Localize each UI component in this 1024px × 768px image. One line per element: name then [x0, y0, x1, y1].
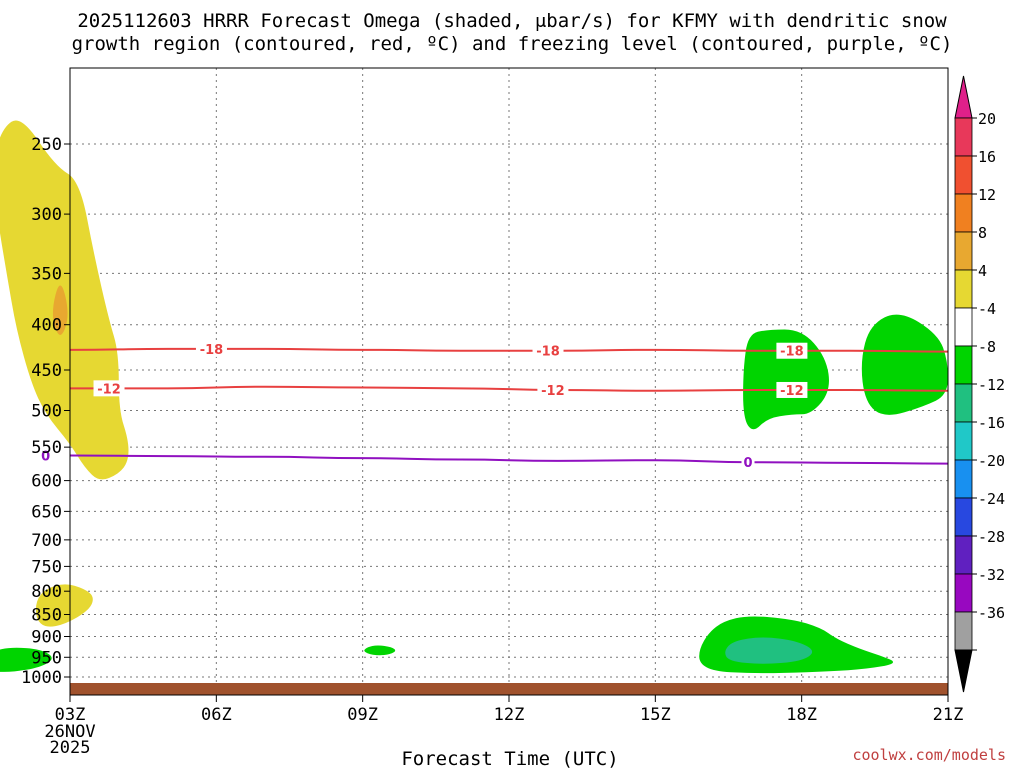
freezing-level-label: 0 [743, 456, 752, 471]
freezing-level-line [69, 454, 949, 465]
colorbar-segment [954, 497, 973, 537]
colorbar-segment [954, 269, 973, 309]
y-tick-label: 250 [31, 135, 62, 155]
x-tick-label: 03Z [55, 705, 86, 725]
colorbar-label: -28 [978, 528, 1005, 546]
colorbar-segment [954, 307, 973, 347]
x-tick-label: 18Z [786, 705, 817, 725]
y-tick-label: 750 [31, 557, 62, 577]
y-tick-label: 950 [31, 648, 62, 668]
freezing-level-label-bg [39, 447, 53, 464]
x-axis-label: Forecast Time (UTC) [401, 748, 618, 768]
grid [70, 68, 948, 695]
y-tick-label: 350 [31, 264, 62, 284]
dgz-minus18-label-bg [195, 340, 227, 357]
colorbar-segment [954, 421, 973, 461]
x-tick-label: 09Z [347, 705, 378, 725]
freezing-level-label-bg [741, 454, 755, 471]
colorbar-label: 16 [978, 148, 996, 166]
colorbar-label: 4 [978, 262, 987, 280]
colorbar-segment [954, 459, 973, 499]
colorbar: 20 16 12 8 4 -4 -8 -12 -16 -20 -24 -28 -32 -36 [954, 75, 1005, 693]
axes: 2503003504004505005506006507007508008509… [21, 135, 963, 758]
y-tick-label: 450 [31, 361, 62, 381]
colorbar-label: 12 [978, 186, 996, 204]
dgz-minus18-label-bg [532, 342, 564, 359]
y-tick-label: 400 [31, 316, 62, 336]
y-tick-label: 850 [31, 606, 62, 626]
chart-title-line1: 2025112603 HRRR Forecast Omega (shaded, … [77, 10, 947, 32]
colorbar-bottom-arrow [954, 649, 973, 693]
omega-positive-lower [35, 584, 93, 627]
dgz-minus18-label: -18 [536, 345, 560, 360]
chart-title-line2: growth region (contoured, red, ºC) and f… [71, 33, 953, 55]
colorbar-label: -8 [978, 338, 996, 356]
colorbar-label: -12 [978, 376, 1005, 394]
x-tick-label: 06Z [201, 705, 232, 725]
watermark: coolwx.com/models [852, 746, 1006, 764]
colorbar-segment [954, 573, 973, 613]
colorbar-label: 20 [978, 110, 996, 128]
dgz-minus12-label: -12 [541, 384, 565, 399]
y-tick-label: 550 [31, 438, 62, 458]
contours: -18 -18 -18 -12 -12 -12 0 0 [39, 340, 949, 471]
y-tick-label: 900 [31, 627, 62, 647]
y-tick-label: 600 [31, 472, 62, 492]
omega-negative-f [725, 637, 813, 664]
x-tick-label: 15Z [640, 705, 671, 725]
y-tick-label: 300 [31, 205, 62, 225]
colorbar-segment [954, 611, 973, 651]
x-tick-label: 21Z [933, 705, 964, 725]
y-tick-label: 500 [31, 402, 62, 422]
colorbar-segment [954, 231, 973, 271]
y-tick-label: 650 [31, 502, 62, 522]
colorbar-top-arrow [954, 75, 973, 119]
dgz-minus18-label-bg [776, 342, 808, 359]
dgz-minus18-label: -18 [780, 345, 804, 360]
start-date-label: 2025 [50, 738, 91, 758]
colorbar-label: -4 [978, 300, 996, 318]
omega-positive-core [52, 285, 68, 335]
x-tick-label: 12Z [494, 705, 525, 725]
colorbar-segment [954, 345, 973, 385]
colorbar-segment [954, 383, 973, 423]
omega-negative-c [743, 329, 829, 430]
y-tick-label: 700 [31, 531, 62, 551]
colorbar-label: -16 [978, 414, 1005, 432]
omega-negative-d [861, 314, 948, 415]
dgz-minus12-label: -12 [780, 384, 804, 399]
colorbar-label: 8 [978, 224, 987, 242]
colorbar-segment [954, 155, 973, 195]
dgz-minus12-label: -12 [97, 382, 121, 397]
ground-bar [70, 683, 948, 695]
dgz-minus12-label-bg [537, 381, 569, 398]
y-tick-label: 1000 [21, 668, 62, 688]
freezing-level-label: 0 [41, 449, 50, 464]
y-tick-label: 800 [31, 582, 62, 602]
colorbar-label: -20 [978, 452, 1005, 470]
start-date-label: 26NOV [44, 722, 95, 742]
omega-negative-a [0, 647, 52, 672]
colorbar-segment [954, 193, 973, 233]
colorbar-segment [954, 117, 973, 157]
dgz-minus12-label-bg [776, 381, 808, 398]
colorbar-label: -32 [978, 566, 1005, 584]
colorbar-label: -24 [978, 490, 1005, 508]
omega-negative-b [364, 645, 396, 656]
colorbar-label: -36 [978, 604, 1005, 622]
colorbar-segment [954, 535, 973, 575]
dgz-minus18-label: -18 [200, 343, 224, 358]
dgz-minus12-label-bg [93, 380, 125, 397]
